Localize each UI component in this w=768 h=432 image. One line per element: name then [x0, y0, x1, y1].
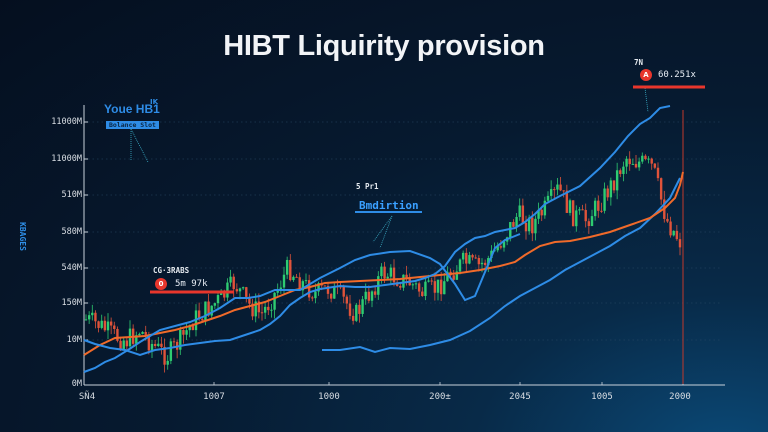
annotation-caption: CG·ЗRАВS	[153, 266, 190, 275]
y-tick-label: 10M	[66, 335, 82, 345]
candlesticks	[84, 151, 682, 373]
annotation-badge: 0	[155, 278, 167, 290]
axes	[83, 105, 725, 386]
x-tick-label: 1007	[203, 392, 225, 402]
gridlines	[88, 121, 720, 341]
y-tick-label: 11000M	[51, 154, 82, 164]
annotation-caption: 7N	[634, 58, 644, 67]
x-tick-label: 1005	[591, 392, 613, 402]
annotation-badge: A	[640, 69, 652, 81]
y-tick-label: 580M	[61, 227, 82, 237]
annotation-caption: 5 Pr1	[356, 182, 379, 191]
annotation-pointers	[130, 87, 649, 249]
y-tick-label: 0M	[71, 379, 82, 389]
x-tick-label: 1000	[318, 392, 340, 402]
annotation-value: 5m 97k	[175, 279, 208, 289]
ma-orange	[83, 171, 684, 356]
annotation-label: Bmdirtion	[359, 199, 419, 212]
ma-blue-low	[83, 233, 521, 373]
x-tick-label: 2045	[509, 392, 531, 402]
annotation-box: Bolance Slot	[106, 121, 159, 129]
annotation-superscript: IK	[150, 98, 159, 106]
annotation-value: 60.251x	[658, 70, 696, 80]
annotation-title: Youe HB1	[104, 102, 160, 116]
ma-blue-long	[322, 177, 681, 354]
x-tick-label: 200±	[429, 392, 451, 402]
ma-blue-short	[83, 105, 671, 357]
x-tick-label: SÑ4	[78, 392, 96, 402]
y-tick-label: 150M	[61, 298, 82, 308]
y-tick-label: 540M	[61, 263, 82, 273]
y-tick-label: 510M	[61, 190, 82, 200]
x-tick-label: 2000	[669, 392, 691, 402]
y-tick-label: 11000M	[51, 117, 82, 127]
chart-title: HIBT Liquirity provision	[223, 30, 545, 62]
